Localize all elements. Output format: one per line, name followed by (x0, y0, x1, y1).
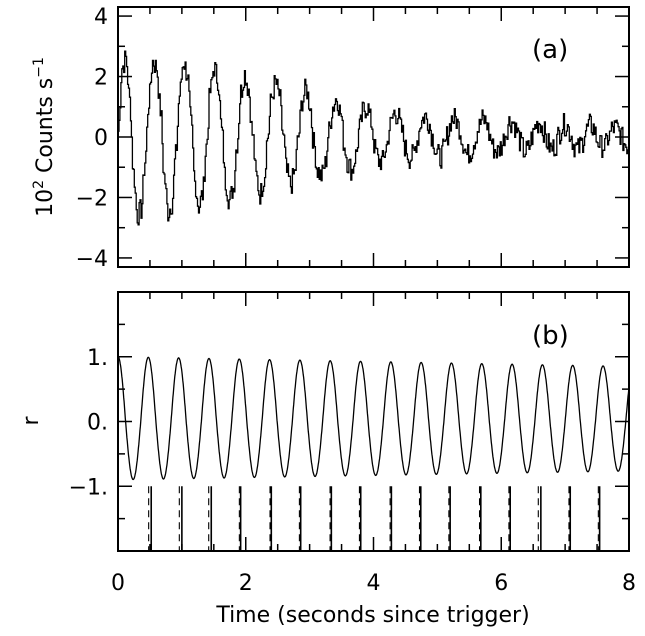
panel-b-ylabel: r (19, 416, 44, 426)
panel-a-ytick-label: 0 (94, 126, 108, 151)
panel-a-ytick-label: 2 (94, 66, 108, 91)
panel-b-label: (b) (532, 321, 569, 351)
panel-b-ticks (117, 291, 630, 552)
panel-b: −1. 0. 1. 0 2 4 6 8 (b) r Time (seconds since t… (19, 291, 636, 628)
panel-a-ylabel: 102 Counts s−1 (31, 57, 58, 217)
panel-b-xtick-label: 4 (367, 571, 381, 596)
panel-b-xtick-label: 0 (111, 571, 125, 596)
panel-b-tick-labels: −1. 0. 1. 0 2 4 6 8 (69, 346, 636, 596)
panel-a-data (118, 50, 629, 226)
panel-b-xtick-label: 6 (494, 571, 508, 596)
panel-a-series-line (118, 50, 629, 226)
panel-a-tick-labels: −4 −2 0 2 4 (76, 5, 108, 272)
panel-b-data (117, 356, 630, 487)
panel-b-ytick-label: 0. (87, 411, 108, 436)
panel-a: −4 −2 0 2 4 (a) 102 Counts s−1 (31, 5, 630, 272)
panel-b-xtick-label: 8 (622, 571, 636, 596)
panel-b-ytick-label: 1. (87, 346, 108, 371)
panel-a-ytick-label: −2 (76, 186, 108, 211)
panel-a-label: (a) (532, 35, 568, 65)
panel-a-ticks (117, 7, 630, 267)
panel-a-ytick-label: −4 (76, 247, 108, 272)
panel-b-series-line (117, 356, 630, 481)
panel-a-ytick-label: 4 (94, 5, 108, 30)
panel-b-markers (148, 486, 601, 551)
panel-b-ytick-label: −1. (69, 475, 108, 500)
panel-b-xlabel: Time (seconds since trigger) (215, 603, 529, 628)
panel-b-xtick-label: 2 (239, 571, 253, 596)
